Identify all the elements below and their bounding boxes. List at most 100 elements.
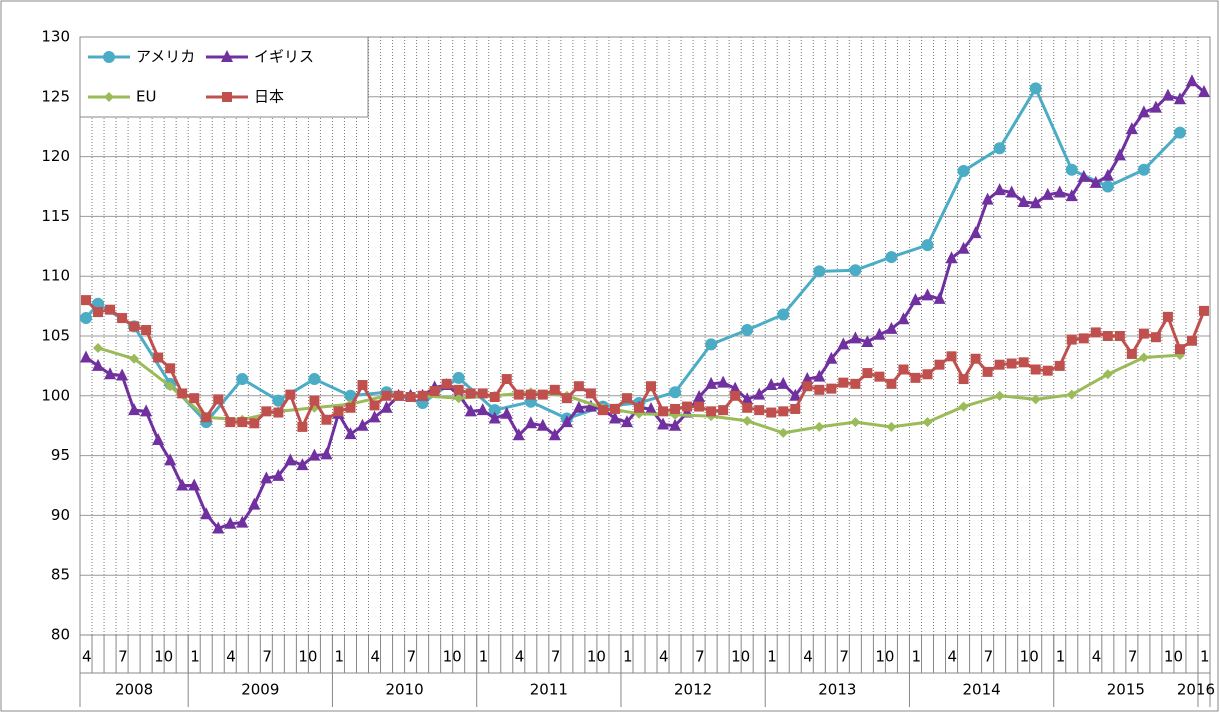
marker (620, 415, 633, 428)
x-tick-label: 7 (551, 648, 561, 666)
marker (1137, 163, 1150, 176)
marker (320, 447, 333, 460)
marker (92, 358, 105, 371)
marker (765, 378, 778, 391)
group-label: 2010 (385, 681, 423, 699)
marker (909, 293, 922, 306)
marker (814, 384, 825, 395)
group-label: 2011 (530, 681, 568, 699)
marker (1101, 168, 1114, 181)
legend-marker (103, 51, 115, 63)
x-tick-label: 4 (82, 648, 92, 666)
marker (104, 367, 117, 380)
marker (488, 411, 501, 424)
marker (1078, 333, 1089, 344)
marker (849, 331, 862, 344)
marker (886, 378, 897, 389)
marker (885, 321, 898, 334)
marker (1113, 148, 1126, 161)
marker (993, 183, 1006, 196)
x-tick-label: 1 (1056, 648, 1066, 666)
x-tick-label: 4 (659, 648, 669, 666)
marker (80, 350, 93, 363)
marker (368, 410, 381, 423)
x-tick-label: 1 (190, 648, 200, 666)
marker (81, 295, 92, 306)
marker (1150, 332, 1161, 343)
marker (1053, 185, 1066, 198)
x-tick-label: 7 (262, 648, 272, 666)
x-tick-label: 1 (911, 648, 921, 666)
marker (297, 421, 308, 432)
marker (489, 391, 500, 402)
marker (669, 418, 682, 431)
marker (1174, 344, 1185, 355)
marker (1173, 92, 1186, 105)
marker (957, 164, 970, 177)
marker (1017, 195, 1030, 208)
marker (778, 427, 789, 438)
marker (910, 372, 921, 383)
marker (958, 374, 969, 385)
marker (897, 312, 910, 325)
marker (1029, 196, 1042, 209)
marker (272, 468, 285, 481)
y-tick-label: 105 (41, 327, 70, 345)
x-tick-label: 4 (371, 648, 381, 666)
x-tick-label: 1 (767, 648, 777, 666)
marker (560, 415, 573, 428)
marker (344, 427, 357, 440)
marker (741, 392, 754, 405)
x-tick-label: 4 (515, 648, 525, 666)
marker (933, 291, 946, 304)
marker (874, 371, 885, 382)
marker (248, 497, 261, 510)
marker (608, 411, 621, 424)
marker (284, 453, 297, 466)
marker (994, 359, 1005, 370)
marker (621, 393, 632, 404)
marker (201, 412, 212, 423)
marker (658, 406, 669, 417)
marker (177, 388, 188, 399)
legend-label: 日本 (254, 88, 284, 106)
legend-marker (104, 92, 114, 102)
marker (1162, 311, 1173, 322)
marker (128, 403, 141, 416)
group-label: 2014 (963, 681, 1001, 699)
marker (152, 433, 165, 446)
marker (705, 338, 718, 351)
marker (260, 471, 273, 484)
x-tick-label: 7 (839, 648, 849, 666)
marker (957, 241, 970, 254)
marker (273, 407, 284, 418)
marker (393, 390, 404, 401)
marker (105, 304, 116, 315)
marker (706, 406, 717, 417)
marker (1198, 305, 1209, 316)
marker (922, 369, 933, 380)
series-line (85, 79, 1205, 531)
marker (357, 380, 368, 391)
group-label: 2013 (818, 681, 856, 699)
marker (777, 376, 790, 389)
marker (296, 458, 309, 471)
marker (1065, 163, 1078, 176)
marker (1126, 348, 1137, 359)
marker (669, 386, 682, 399)
group-label: 2009 (241, 681, 279, 699)
marker (1197, 85, 1210, 98)
marker (309, 395, 320, 406)
marker (80, 312, 93, 325)
marker (477, 388, 488, 399)
marker (849, 264, 862, 277)
marker (657, 417, 670, 430)
marker (898, 364, 909, 375)
marker (778, 406, 789, 417)
marker (129, 321, 140, 332)
marker (850, 417, 861, 428)
marker (345, 402, 356, 413)
marker (826, 383, 837, 394)
marker (1137, 105, 1150, 118)
marker (1090, 327, 1101, 338)
